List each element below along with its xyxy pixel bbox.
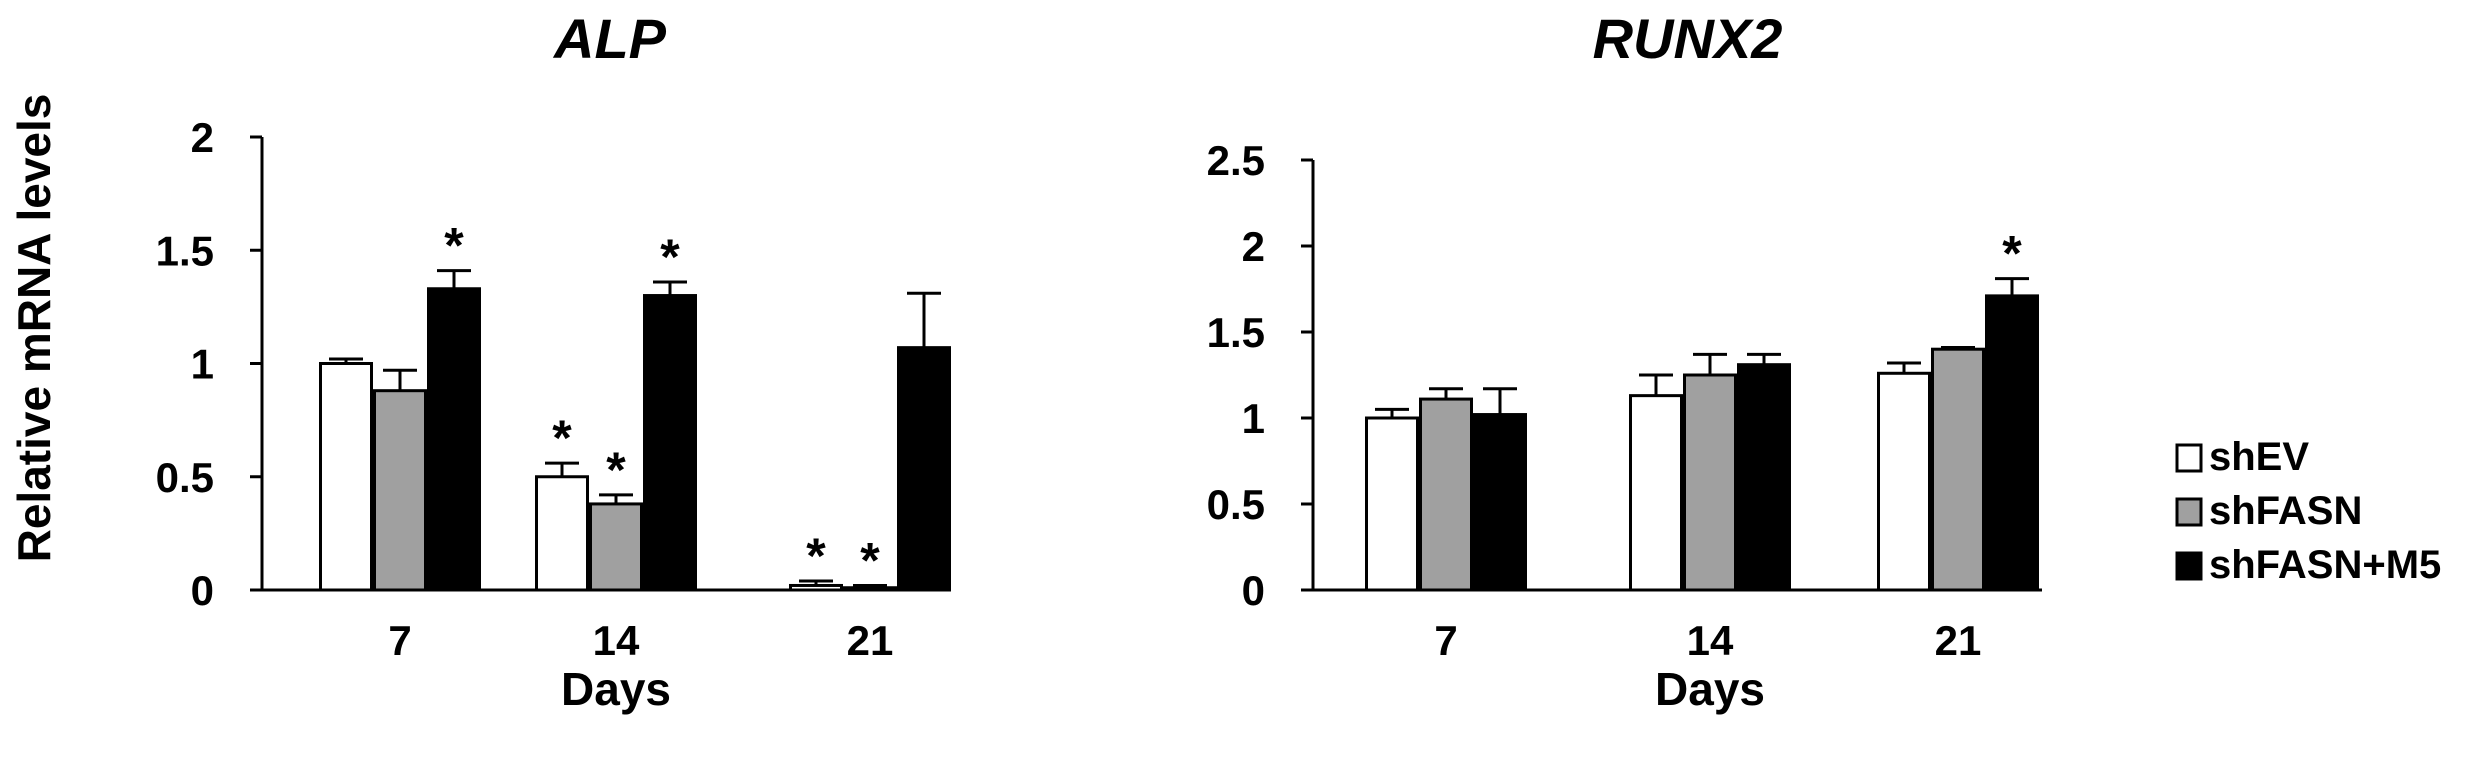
legend-swatch-shfasn-m5	[2175, 551, 2203, 581]
bar-shfasn-14	[589, 502, 643, 592]
bar-shev-14	[535, 475, 589, 592]
bar-shfasn-21	[1931, 347, 1985, 592]
significance-marker: *	[444, 218, 464, 274]
x-tick-label: 21	[847, 617, 894, 664]
significance-marker: *	[860, 532, 880, 588]
significance-marker: *	[606, 442, 626, 498]
bar-shfasn-14	[1683, 373, 1737, 592]
significance-marker: *	[806, 528, 826, 584]
y-tick-label: 2	[191, 114, 214, 161]
legend-swatch-shev	[2175, 443, 2203, 473]
y-tick-label: 0	[191, 567, 214, 614]
bar-shev-7	[1365, 416, 1419, 592]
y-tick-label: 1	[191, 341, 214, 388]
significance-marker: *	[660, 229, 680, 285]
chart-runx2: RUNX2 0 0.5 1 1.5 2 2.5 7 14 * 21 Days	[1207, 7, 2042, 715]
chart-alp: ALP 0 0.5 1 1.5 2 * 7 * * * 14 * * 21 Days	[156, 7, 951, 715]
x-tick-label: 7	[388, 617, 411, 664]
bar-shfasn-m5-14	[1737, 363, 1791, 592]
legend: shEV shFASN shFASN+M5	[2175, 435, 2441, 587]
bar-shev-21	[789, 583, 843, 592]
y-tick-label: 1.5	[1207, 309, 1265, 356]
y-tick-label: 0.5	[1207, 481, 1265, 528]
y-tick-label: 0.5	[156, 454, 214, 501]
x-tick-label: 7	[1434, 617, 1457, 664]
y-tick-label: 1	[1242, 395, 1265, 442]
legend-label-shfasn: shFASN	[2209, 489, 2362, 533]
bar-shev-14	[1629, 394, 1683, 592]
y-tick-label: 2	[1242, 223, 1265, 270]
y-tick-label: 1.5	[156, 227, 214, 274]
bar-shfasn-m5-7	[427, 287, 481, 592]
significance-marker: *	[552, 410, 572, 466]
bar-shfasn-m5-21	[897, 346, 951, 592]
bar-shfasn-7	[1419, 397, 1473, 592]
y-tick-label: 2.5	[1207, 137, 1265, 184]
bar-shfasn-m5-21	[1985, 294, 2039, 592]
bar-shfasn-m5-14	[643, 294, 697, 592]
significance-marker: *	[2002, 226, 2022, 282]
x-tick-label: 21	[1935, 617, 1982, 664]
chart-title: ALP	[552, 7, 667, 70]
legend-label-shfasn-m5: shFASN+M5	[2209, 543, 2441, 587]
y-tick-label: 0	[1242, 567, 1265, 614]
x-tick-label: 14	[593, 617, 640, 664]
y-axis-label: Relative mRNA levels	[8, 94, 60, 563]
legend-label-shev: shEV	[2209, 435, 2309, 479]
bar-shfasn-m5-7	[1473, 413, 1527, 592]
legend-swatch-shfasn	[2175, 497, 2203, 527]
bar-shev-21	[1877, 371, 1931, 592]
bar-shev-7	[319, 362, 373, 592]
bar-shfasn-7	[373, 389, 427, 592]
x-axis-label: Days	[561, 663, 671, 715]
x-tick-label: 14	[1687, 617, 1734, 664]
chart-title: RUNX2	[1593, 7, 1783, 70]
x-axis-label: Days	[1655, 663, 1765, 715]
